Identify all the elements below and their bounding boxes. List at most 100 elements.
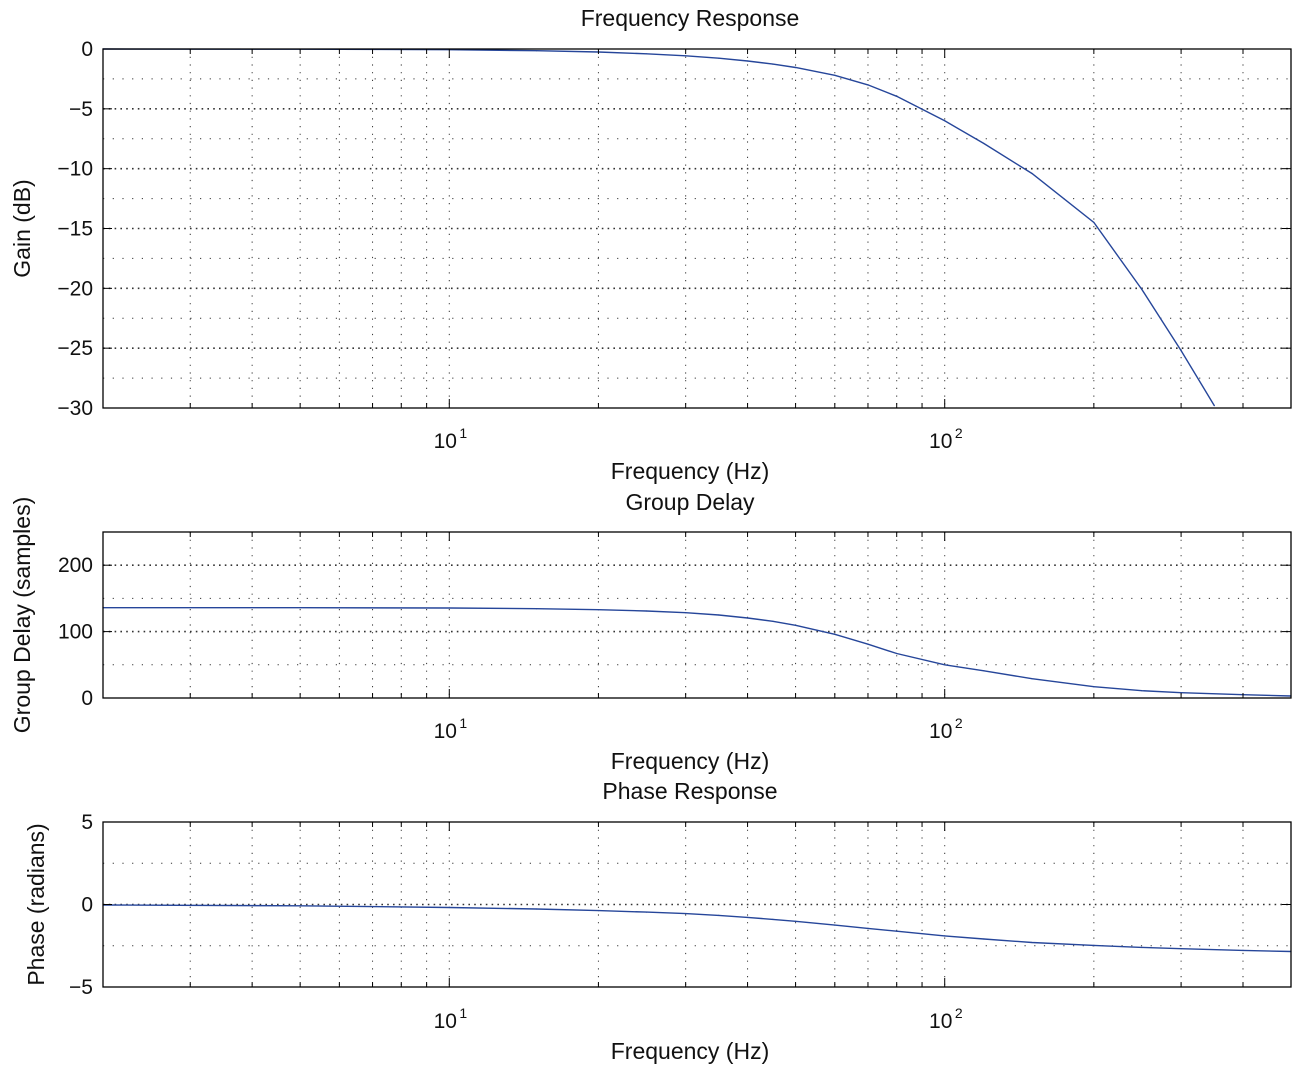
- data-point: [983, 670, 985, 672]
- y-tick-label: −5: [69, 976, 93, 999]
- axes-frame: [102, 531, 1292, 699]
- y-tick-label: 0: [81, 38, 93, 61]
- x-axis-label: Frequency (Hz): [611, 458, 769, 484]
- y-tick-label: −15: [57, 218, 93, 241]
- data-point: [795, 66, 797, 69]
- data-point: [645, 911, 648, 913]
- data-point: [795, 920, 797, 922]
- data-point: [834, 74, 836, 76]
- x-tick-label: 10: [434, 720, 457, 743]
- plot-area: [103, 532, 1291, 698]
- data-point: [747, 617, 749, 619]
- x-tick-label-exponent: 1: [459, 715, 467, 731]
- data-point: [772, 63, 774, 65]
- data-point: [1093, 686, 1095, 688]
- data-point: [1093, 944, 1095, 947]
- data-point: [685, 612, 687, 614]
- data-point: [867, 84, 869, 86]
- data-point: [718, 614, 720, 616]
- data-point: [896, 95, 898, 97]
- data-point: [685, 55, 687, 57]
- x-tick-label: 10: [434, 430, 457, 453]
- data-point: [1141, 946, 1143, 949]
- x-ticks: [102, 532, 1292, 698]
- data-point: [1141, 288, 1143, 291]
- x-ticks: [102, 822, 1292, 987]
- x-tick-label: 10: [434, 1010, 457, 1033]
- data-point: [1093, 221, 1095, 224]
- data-point: [448, 906, 450, 909]
- data-point: [834, 924, 836, 926]
- data-point: [1141, 690, 1143, 692]
- data-point: [299, 607, 301, 609]
- data-point: [944, 935, 946, 937]
- y-tick-label: 5: [81, 811, 93, 834]
- y-tick-label: −10: [57, 158, 93, 181]
- y-tick-label: 0: [81, 894, 93, 917]
- series-line: [102, 904, 1292, 953]
- y-tick-label: 200: [58, 554, 93, 577]
- data-point: [747, 60, 749, 62]
- data-point: [645, 610, 648, 612]
- data-point: [772, 918, 774, 921]
- data-point: [867, 643, 869, 645]
- data-point: [944, 120, 946, 122]
- y-axis-label: Gain (dB): [9, 179, 35, 277]
- x-tick-label-exponent: 1: [459, 425, 467, 441]
- x-tick-label-exponent: 1: [459, 1005, 467, 1021]
- y-axis-label: Phase (radians): [23, 823, 49, 985]
- data-point: [535, 50, 538, 52]
- data-point: [747, 916, 749, 919]
- y-tick-label: 0: [81, 687, 93, 710]
- y-tick-label: 100: [58, 621, 93, 644]
- data-point: [795, 624, 797, 626]
- x-ticks: [102, 49, 1292, 408]
- x-tick-label-exponent: 2: [955, 425, 963, 441]
- x-tick-label: 10: [929, 430, 952, 453]
- x-tick-label: 10: [929, 1010, 952, 1033]
- data-point: [834, 633, 836, 635]
- data-point: [896, 652, 898, 655]
- data-point: [645, 53, 648, 55]
- data-point: [718, 914, 720, 917]
- data-point: [772, 620, 774, 622]
- y-tick-label: −20: [57, 277, 93, 300]
- data-point: [1031, 678, 1033, 680]
- x-axis-label: Frequency (Hz): [611, 748, 769, 774]
- data-point: [867, 927, 869, 930]
- data-point: [1180, 948, 1182, 950]
- data-point: [1031, 172, 1033, 175]
- y-tick-label: −25: [57, 337, 93, 360]
- data-point: [1031, 941, 1033, 944]
- y-ticks: [103, 821, 1291, 988]
- data-point: [1180, 350, 1182, 352]
- data-point: [1213, 405, 1215, 407]
- series-line: [103, 607, 1292, 697]
- y-tick-label: −5: [69, 98, 93, 121]
- data-point: [1242, 949, 1244, 952]
- data-point: [944, 664, 946, 666]
- y-tick-label: −30: [57, 397, 93, 420]
- chart-title: Group Delay: [625, 489, 755, 515]
- data-point: [299, 905, 301, 907]
- data-point: [983, 142, 985, 145]
- data-point: [597, 910, 600, 912]
- y-grid: [103, 78, 1291, 379]
- data-point: [448, 607, 450, 609]
- chart-title: Phase Response: [602, 778, 777, 804]
- chart-title: Frequency Response: [581, 5, 800, 31]
- data-point: [983, 938, 985, 940]
- data-point: [535, 908, 538, 910]
- x-axis-label: Frequency (Hz): [611, 1038, 769, 1064]
- data-point: [685, 913, 687, 915]
- data-point: [535, 608, 538, 610]
- x-tick-label-exponent: 2: [955, 1005, 963, 1021]
- data-point: [896, 930, 898, 932]
- y-grid: [103, 564, 1291, 666]
- y-ticks: [103, 48, 1291, 409]
- data-point: [718, 57, 720, 59]
